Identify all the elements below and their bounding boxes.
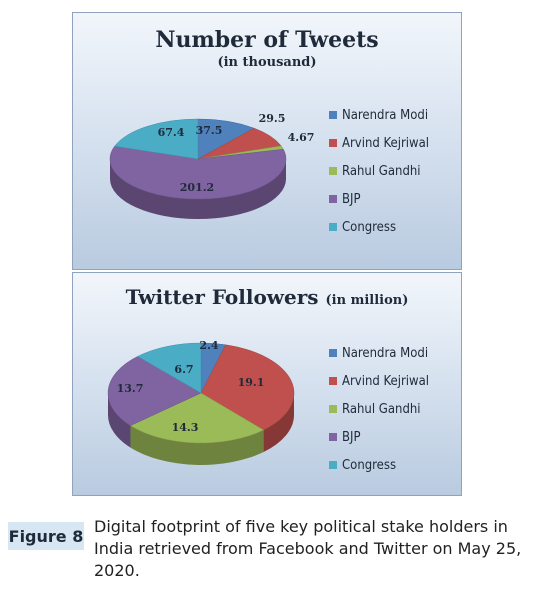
pie-data-label: 29.5 [259, 112, 286, 125]
pie-slice-bjp [107, 356, 202, 426]
legend-swatch [329, 405, 337, 413]
pie-slice-rahul-gandhi [129, 392, 265, 444]
followers-chart-subtitle: (in million) [325, 293, 409, 308]
followers-legend: Narendra Modi Arvind Kejriwal Rahul Gand… [329, 339, 429, 479]
figure-badge: Figure 8 [8, 522, 84, 550]
pie-data-label: 4.67 [288, 131, 315, 144]
pie-data-label: 6.7 [174, 363, 193, 376]
figure-caption: Digital footprint of five key political … [94, 517, 522, 580]
pie-data-label: 2.4 [199, 339, 218, 352]
legend-label: Arvind Kejriwal [342, 373, 430, 389]
followers-chart-title: Twitter Followers [125, 285, 319, 309]
followers-pie-chart: 2.4 19.1 14.3 13.7 6.7 [107, 339, 295, 466]
legend-item: Rahul Gandhi [329, 395, 429, 423]
legend-label: Congress [342, 219, 397, 235]
legend-label: Congress [342, 457, 397, 473]
pie-slice-side [263, 393, 294, 452]
pie-slice-congress [137, 342, 202, 394]
tweets-chart-title: Number of Tweets [155, 27, 379, 53]
pie-data-label: 14.3 [172, 421, 199, 434]
legend-item: Rahul Gandhi [329, 157, 429, 185]
legend-item: Congress [329, 213, 429, 241]
tweets-pie-chart: 37.5 29.54.67 201.2 67.4 [109, 112, 315, 219]
legend-label: BJP [342, 191, 361, 207]
legend-label: Narendra Modi [342, 345, 429, 361]
legend-swatch [329, 349, 337, 357]
legend-swatch [329, 223, 337, 231]
pie-data-label: 19.1 [238, 376, 265, 389]
followers-chart-title-row: Twitter Followers (in million) [73, 285, 461, 309]
legend-swatch [329, 139, 337, 147]
legend-swatch [329, 195, 337, 203]
legend-item: Congress [329, 451, 429, 479]
legend-item: Narendra Modi [329, 339, 429, 367]
legend-item: Narendra Modi [329, 101, 429, 129]
tweets-legend: Narendra Modi Arvind Kejriwal Rahul Gand… [329, 101, 429, 241]
pie-data-label: 67.4 [158, 126, 185, 139]
legend-swatch [329, 167, 337, 175]
legend-label: Rahul Gandhi [342, 163, 421, 179]
legend-label: BJP [342, 429, 361, 445]
legend-swatch [329, 377, 337, 385]
legend-swatch [329, 433, 337, 441]
legend-item: Arvind Kejriwal [329, 367, 429, 395]
pie-data-label: 13.7 [117, 382, 144, 395]
legend-item: BJP [329, 423, 429, 451]
legend-item: Arvind Kejriwal [329, 129, 429, 157]
legend-swatch [329, 111, 337, 119]
pie-slice-arvind-kejriwal [200, 344, 295, 431]
pie-data-label: 37.5 [196, 124, 223, 137]
pie-slice-bjp [109, 145, 287, 200]
legend-swatch [329, 461, 337, 469]
legend-item: BJP [329, 185, 429, 213]
pie-2: 2.4 19.1 14.3 13.7 6.7 [107, 339, 295, 466]
legend-label: Rahul Gandhi [342, 401, 421, 417]
legend-label: Arvind Kejriwal [342, 135, 430, 151]
pie-slice-side [130, 425, 264, 466]
pie-1: 37.5 29.54.67 201.2 67.4 [109, 112, 315, 219]
pie-slice-side [110, 159, 286, 219]
pie-data-label: 201.2 [180, 181, 214, 194]
legend-label: Narendra Modi [342, 107, 429, 123]
followers-chart-panel: Twitter Followers (in million) 2.4 19.1 14… [72, 272, 462, 496]
pie-slice-congress [114, 118, 199, 160]
pie-slice-side [108, 393, 131, 448]
tweets-chart-panel: Number of Tweets (in thousand) 37.5 29.5 4… [72, 12, 462, 270]
tweets-chart-subtitle: (in thousand) [217, 55, 317, 70]
